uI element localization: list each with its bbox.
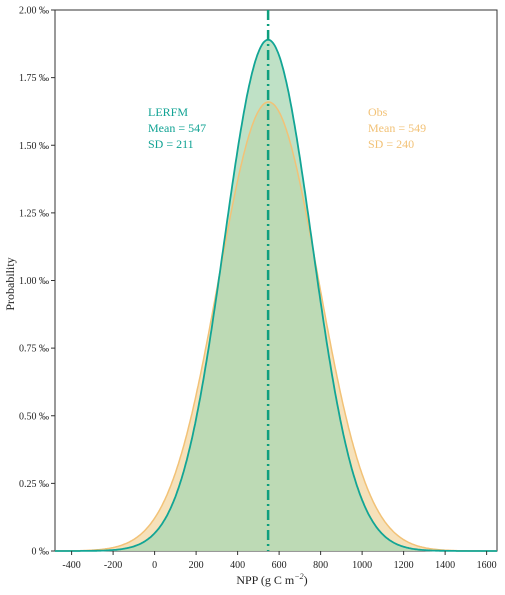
x-tick-label: -200 <box>104 560 122 571</box>
annotation-lerfm-name: LERFM <box>148 105 188 119</box>
y-tick-label: 0 ‰ <box>32 547 50 558</box>
x-tick-label: 1200 <box>394 560 414 571</box>
x-tick-label: 800 <box>313 560 328 571</box>
y-tick-label: 2.00 ‰ <box>19 6 49 17</box>
series-curve-lerfm <box>55 38 497 552</box>
y-tick-label: 1.00 ‰ <box>19 276 49 287</box>
series-curve-obs <box>54 101 497 552</box>
annotation-obs: Obs Mean = 549 SD = 240 <box>368 105 426 151</box>
annotation-lerfm-mean: Mean = 547 <box>148 121 206 135</box>
y-tick-label: 1.25 ‰ <box>19 208 49 219</box>
x-axis-title-text: NPP (g C m <box>236 573 295 587</box>
y-tick-label: 0.75 ‰ <box>19 344 49 355</box>
y-tick-label: 0.25 ‰ <box>19 479 49 490</box>
y-tick-label: 1.75 ‰ <box>19 73 49 84</box>
x-axis-title: NPP (g C m−2) <box>236 572 307 587</box>
plot-area <box>54 9 498 552</box>
x-tick-label: 200 <box>189 560 204 571</box>
x-tick-label: 600 <box>272 560 287 571</box>
x-axis-ticks: -400 -200 0 200 400 600 800 1000 1200 1400 1600 <box>62 551 497 571</box>
x-axis-title-superscript: −2 <box>294 572 303 581</box>
y-tick-label: 0.50 ‰ <box>19 411 49 422</box>
y-tick-label: 1.50 ‰ <box>19 141 49 152</box>
y-axis-title: Probability <box>3 257 17 310</box>
x-tick-label: 1000 <box>352 560 372 571</box>
x-tick-label: -400 <box>62 560 80 571</box>
annotation-obs-name: Obs <box>368 105 388 119</box>
x-tick-label: 1600 <box>477 560 497 571</box>
x-tick-label: 400 <box>230 560 245 571</box>
annotation-obs-mean: Mean = 549 <box>368 121 426 135</box>
series-fill-lerfm <box>55 39 497 552</box>
y-axis-ticks: 0 ‰ 0.25 ‰ 0.50 ‰ 0.75 ‰ 1.00 ‰ 1.25 ‰ 1.50 ‰ 1… <box>19 6 55 558</box>
annotation-lerfm-sd: SD = 211 <box>148 137 194 151</box>
annotation-obs-sd: SD = 240 <box>368 137 414 151</box>
x-tick-label: 1400 <box>435 560 455 571</box>
x-tick-label: 0 <box>152 560 157 571</box>
annotation-lerfm: LERFM Mean = 547 SD = 211 <box>148 105 206 151</box>
x-axis-title-close: ) <box>304 573 308 587</box>
